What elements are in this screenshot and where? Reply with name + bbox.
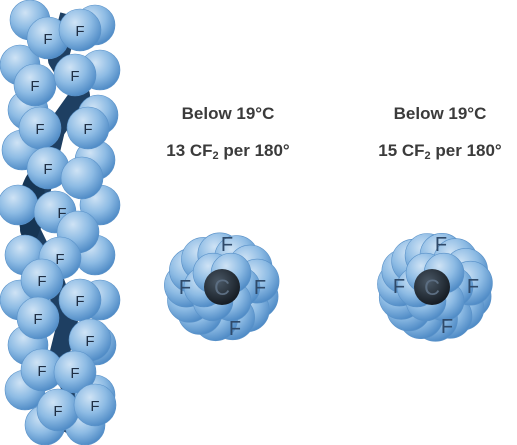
fluorine-label: F	[53, 403, 62, 420]
fluorine-atom	[13, 63, 57, 107]
fluorine-label-bottom: F	[441, 316, 453, 338]
fluorine-atom	[58, 8, 102, 52]
fluorine-label: F	[90, 398, 99, 415]
fluorine-label: F	[57, 205, 66, 222]
fluorine-label: F	[37, 363, 46, 380]
fluorine-label-right: F	[254, 277, 266, 299]
fluorine-label: F	[55, 251, 64, 268]
caption-left: Below 19°C 13 CF2 per 180°	[148, 104, 308, 163]
fluorine-atom	[66, 106, 110, 150]
fluorine-label: F	[83, 121, 92, 138]
caption-left-line2: 13 CF2 per 180°	[166, 141, 290, 162]
caption-right-line1: Below 19°C	[393, 104, 487, 123]
fluorine-label-top: F	[435, 234, 447, 256]
fluorine-atom	[58, 278, 102, 322]
carbon-label: C	[424, 275, 440, 300]
carbon-label: C	[214, 275, 230, 300]
fluorine-atom	[60, 156, 104, 200]
fluorine-label: F	[37, 273, 46, 290]
fluorine-label: F	[70, 365, 79, 382]
fluorine-label-left: F	[393, 276, 405, 298]
fluorine-atom-back	[0, 184, 39, 226]
fluorine-label-left: F	[179, 277, 191, 299]
fluorine-label: F	[85, 333, 94, 350]
fluorine-atom	[53, 350, 97, 394]
fluorine-label-bottom: F	[229, 318, 241, 340]
end-view-13: F F F F C	[164, 232, 280, 342]
caption-right-line2: 15 CF2 per 180°	[378, 141, 502, 162]
fluorine-label-right: F	[467, 276, 479, 298]
fluorine-label: F	[35, 121, 44, 138]
fluorine-atom	[16, 296, 60, 340]
fluorine-atom	[53, 53, 97, 97]
fluorine-label: F	[30, 78, 39, 95]
end-view-15: F F F F C	[377, 233, 493, 342]
caption-right: Below 19°C 15 CF2 per 180°	[360, 104, 517, 163]
fluorine-label: F	[43, 161, 52, 178]
caption-left-line1: Below 19°C	[181, 104, 275, 123]
fluorine-label: F	[70, 68, 79, 85]
fluorine-label: F	[43, 31, 52, 48]
fluorine-atom	[73, 383, 117, 427]
fluorine-label-top: F	[221, 234, 233, 256]
carbon-atom	[414, 269, 450, 305]
carbon-atom	[204, 269, 240, 305]
fluorine-label: F	[33, 311, 42, 328]
fluorine-label: F	[75, 23, 84, 40]
fluorine-label: F	[75, 293, 84, 310]
